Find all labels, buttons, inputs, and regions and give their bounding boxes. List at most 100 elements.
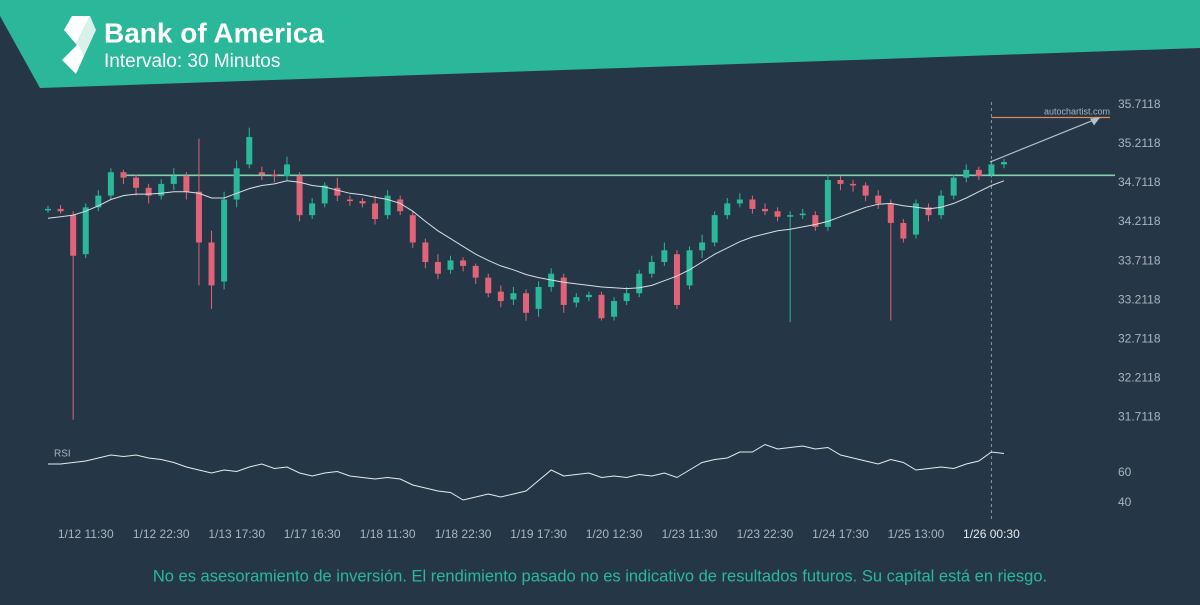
candle-body (221, 199, 228, 282)
candle-body (372, 203, 379, 220)
candle-body (346, 199, 353, 202)
header-banner (0, 0, 1200, 88)
candle-body (460, 260, 467, 266)
candle-body (284, 164, 290, 177)
candle-body (233, 168, 240, 200)
title: Bank of America (104, 17, 324, 48)
x-tick-label: 1/19 17:30 (510, 527, 567, 541)
logo-shape (62, 44, 84, 74)
x-tick-label: 1/23 22:30 (737, 527, 794, 541)
candle-body (950, 177, 957, 196)
candle-body (120, 172, 127, 178)
plot: 35.7118 35.2118 34.7118 34.2118 33.7118 33.21… (45, 97, 1161, 541)
candle-body (334, 187, 341, 196)
logo-shape (76, 16, 96, 56)
candle-body (988, 164, 995, 175)
y-tick-label: 35.7118 (1118, 97, 1161, 111)
candle-body (133, 177, 140, 188)
candle-body (623, 293, 630, 302)
candle-body (57, 208, 64, 212)
candle-body (938, 195, 945, 216)
rsi-tick-label: 40 (1118, 495, 1132, 509)
candle-body (598, 294, 605, 319)
candle-body (875, 195, 882, 204)
candle-body (523, 293, 529, 313)
candle-body (837, 180, 844, 184)
candle-body (397, 199, 404, 212)
candle-body (145, 187, 152, 196)
candle-body (535, 286, 542, 309)
x-tick-label: 1/26 00:30 (963, 527, 1020, 541)
y-tick-label: 34.7118 (1118, 175, 1161, 189)
forecast-arrowhead (1090, 117, 1100, 126)
y-tick-label: 33.2118 (1118, 292, 1161, 306)
candle-body (107, 172, 114, 196)
candle-body (762, 208, 768, 212)
candle-body (900, 222, 907, 239)
candle-body (170, 176, 177, 184)
candle-body (183, 176, 190, 192)
candle-body (497, 291, 504, 302)
y-tick-label: 32.7118 (1118, 331, 1161, 345)
candle-body (560, 277, 567, 305)
candle-body (195, 191, 202, 243)
candle-body (296, 176, 303, 216)
candle-body (699, 242, 706, 251)
candle-body (485, 277, 492, 294)
candle-body (912, 203, 919, 235)
candle-body (636, 273, 643, 294)
subtitle: Intervalo: 30 Minutos (104, 51, 280, 72)
candle-body (409, 215, 416, 243)
rsi-label: RSI (54, 449, 71, 460)
candle-body (862, 185, 869, 196)
candle-body (70, 215, 77, 256)
candle-body (724, 203, 731, 216)
candle-body (510, 293, 517, 300)
candle-body (258, 172, 265, 175)
x-tick-label: 1/17 16:30 (284, 527, 341, 541)
rsi-line (48, 443, 1005, 501)
candle-body (661, 250, 668, 262)
candle-body (321, 185, 328, 204)
candle-body (271, 174, 278, 177)
y-tick-label: 32.2118 (1118, 370, 1161, 384)
candle-body (824, 180, 831, 227)
x-tick-label: 1/12 22:30 (133, 527, 190, 541)
candle-body (673, 254, 680, 305)
candle-body (246, 137, 253, 165)
y-tick-label: 34.2118 (1118, 214, 1161, 228)
candle-body (447, 260, 454, 270)
candle-body (359, 201, 366, 204)
x-tick-label: 1/13 17:30 (208, 527, 265, 541)
candle-body (573, 297, 580, 303)
candle-body (774, 211, 781, 217)
logo-shape (64, 16, 90, 44)
candle-body (850, 183, 857, 186)
candle-body (309, 203, 316, 216)
candle-body (585, 294, 592, 298)
forecast-arrow (989, 116, 1101, 163)
candle-body (686, 250, 693, 286)
candle-body (611, 301, 618, 317)
y-tick-label: 31.7118 (1118, 409, 1161, 423)
candle-body (749, 199, 756, 209)
rsi-tick-label: 60 (1118, 465, 1132, 479)
candle-body (434, 262, 441, 274)
candle-body (887, 203, 894, 223)
candle-body (975, 169, 982, 177)
x-tick-label: 1/24 17:30 (812, 527, 869, 541)
x-tick-label: 1/23 11:30 (662, 527, 718, 541)
candle-body (208, 242, 215, 286)
moving-average (47, 180, 1005, 290)
x-tick-label: 1/18 22:30 (435, 527, 492, 541)
candle-body (82, 207, 89, 255)
candle-body (799, 213, 806, 216)
candle-body (45, 208, 51, 211)
candle-body (648, 262, 655, 274)
candle-body (963, 169, 970, 178)
candle-body (158, 183, 165, 196)
y-tick-label: 35.2118 (1118, 136, 1161, 150)
candle-body (95, 195, 102, 208)
disclaimer: No es asesoramiento de inversión. El ren… (153, 567, 1047, 585)
